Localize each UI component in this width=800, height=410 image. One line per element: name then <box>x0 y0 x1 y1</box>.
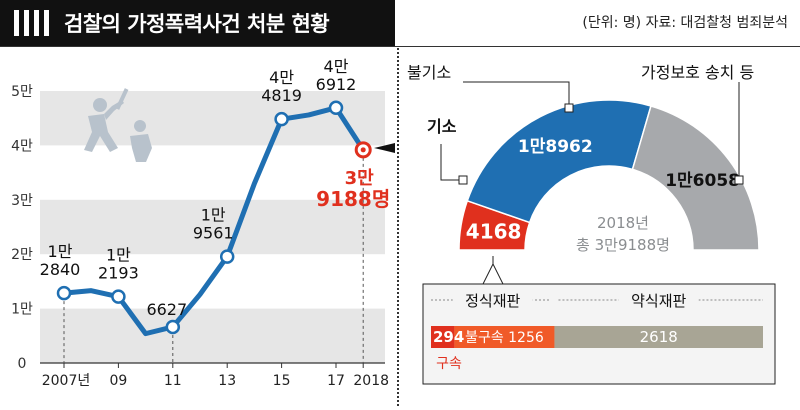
slice-category-label: 불기소 <box>407 63 451 82</box>
bar-segment <box>554 326 763 348</box>
data-label-man: 1만 <box>48 242 73 261</box>
leader-line <box>463 81 570 104</box>
data-label-value: 6627 <box>146 300 187 319</box>
donut-slice <box>631 105 760 251</box>
connector-wedge <box>482 262 504 285</box>
leader-marker <box>734 175 744 185</box>
slice-value-label: 1만6058 <box>665 171 740 191</box>
y-tick-label: 2만 <box>11 247 33 263</box>
y-tick-label: 1만 <box>11 302 33 318</box>
x-tick-label: 09 <box>109 373 127 389</box>
leader-marker <box>564 103 574 113</box>
bar-segment <box>454 326 555 348</box>
group-label-bg <box>452 290 533 310</box>
child-body <box>130 134 152 162</box>
figure-body <box>84 114 118 152</box>
donut-slice <box>466 99 652 224</box>
data-point <box>219 249 235 264</box>
data-label-man: 4만 <box>269 68 294 87</box>
data-label-man: 4만 <box>324 57 349 76</box>
y-tick-label: 5만 <box>11 84 33 100</box>
group-label-bg <box>618 290 699 310</box>
stripes-icon <box>14 10 49 36</box>
line-chart-panel: 0 1만 2만 3만 4만 5만 2007년 09 11 13 15 17 2018 1만 2840 1만 21… <box>0 48 395 406</box>
group-label: 정식재판 <box>465 292 520 310</box>
stick-shape <box>115 88 129 110</box>
data-point <box>165 319 181 335</box>
grid-band <box>40 308 385 363</box>
data-label-value: 9561 <box>193 224 234 243</box>
x-tick-label: 2007년 <box>42 373 91 389</box>
y-tick-label: 3만 <box>11 193 33 209</box>
center-label: 2018년 <box>597 214 649 232</box>
slice-category-label: 가정보호 송치 등 <box>641 63 754 82</box>
data-point <box>111 289 126 304</box>
data-point <box>56 285 72 301</box>
data-point <box>328 100 344 116</box>
bar-value-label: 2618 <box>640 328 678 346</box>
data-label-man: 1만 <box>201 206 226 225</box>
grid-band <box>40 199 385 255</box>
center-label-total: 총 3만9188명 <box>576 236 670 254</box>
slice-category-label: 기소 <box>427 117 457 136</box>
source-note: (단위: 명) 자료: 대검찰청 범죄분석 <box>582 15 788 31</box>
leader-marker <box>458 175 468 185</box>
title-bar: 검찰의 가정폭력사건 처분 현황 <box>0 0 395 46</box>
data-label-value: 6912 <box>316 75 357 94</box>
y-tick-label: 0 <box>18 356 27 372</box>
slice-value-label: 4168 <box>466 220 522 244</box>
data-label-value: 4819 <box>261 86 302 105</box>
header: 검찰의 가정폭력사건 처분 현황 (단위: 명) 자료: 대검찰청 범죄분석 <box>0 0 800 48</box>
x-tick-label: 2018 <box>353 373 389 389</box>
bar-value-label: 불구속 1256 <box>465 330 544 346</box>
data-label-man: 1만 <box>106 246 131 265</box>
slice-value-label: 1만8962 <box>518 137 593 157</box>
bar-category-label: 구속 <box>436 356 462 372</box>
data-point-center <box>360 147 366 153</box>
data-label-value: 2193 <box>98 264 139 283</box>
bar-segment <box>431 326 455 348</box>
leader-line <box>440 144 459 181</box>
data-label-man: 3만 <box>345 168 375 189</box>
x-tick-label: 11 <box>164 373 182 389</box>
x-tick-label: 17 <box>327 373 345 389</box>
data-point <box>274 111 289 127</box>
x-tick-label: 13 <box>218 373 236 389</box>
y-tick-label: 4만 <box>11 138 33 154</box>
x-tick-label: 15 <box>273 373 291 389</box>
group-label: 약식재판 <box>631 292 686 310</box>
pointer-arrow <box>374 143 395 153</box>
panel-divider <box>397 48 399 406</box>
bar-value-label: 294 <box>433 328 464 346</box>
figure-head <box>93 98 107 112</box>
page-title: 검찰의 가정폭력사건 처분 현황 <box>64 12 330 36</box>
data-label-value: 9188명 <box>316 187 390 211</box>
data-label-value: 2840 <box>40 260 81 279</box>
violence-illustration <box>84 88 152 162</box>
header-rule <box>0 46 800 47</box>
child-head <box>134 120 146 132</box>
